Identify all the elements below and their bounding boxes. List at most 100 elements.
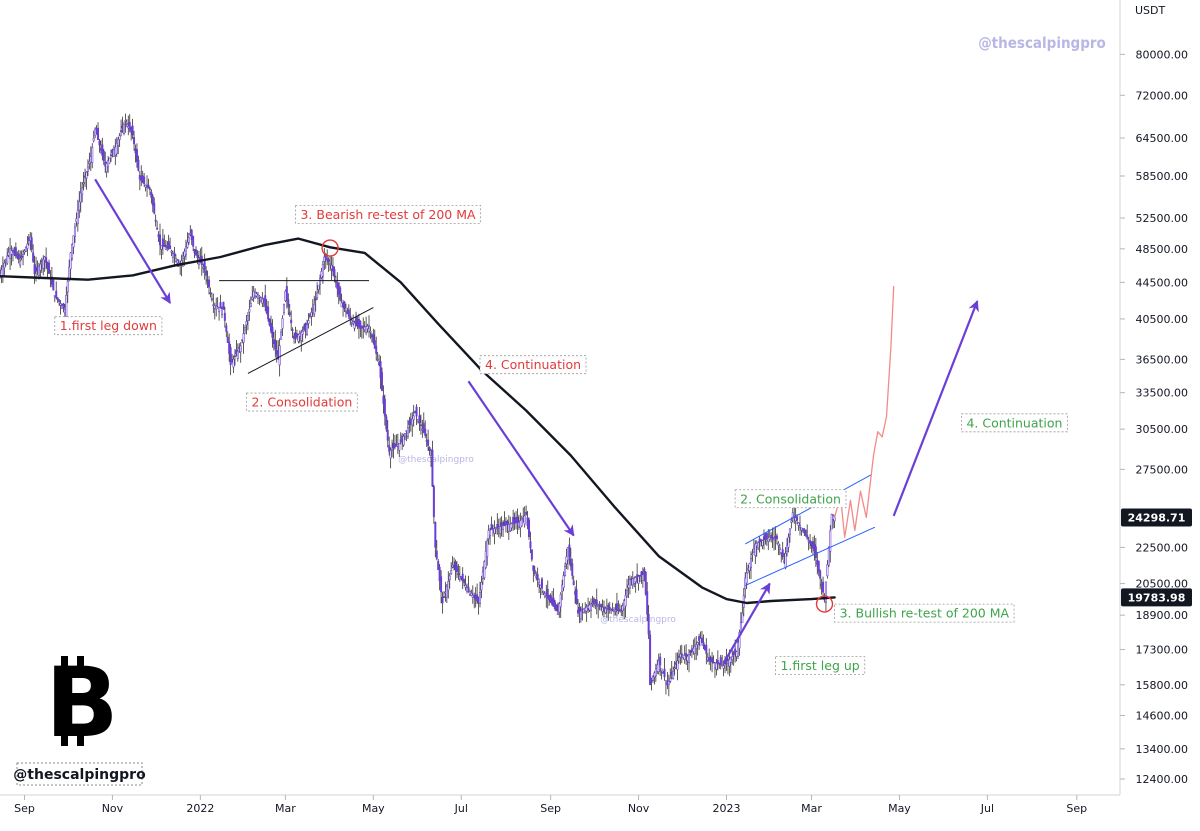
candle [770,532,773,543]
candle [543,591,546,599]
candle-body [192,235,195,247]
candle [290,310,293,331]
candle-body [122,123,125,135]
candle [575,580,578,605]
candle [210,292,213,302]
candle [76,199,79,232]
candle-body [786,544,789,553]
candle-body [321,263,324,277]
candle-body [39,263,42,271]
candle-body [329,263,332,266]
candle [233,349,236,366]
candle [6,248,9,265]
candle [20,250,23,261]
series-line-200-ma [0,237,836,605]
candle-body [496,524,499,528]
candle [203,253,206,280]
candle-body [73,226,76,237]
candle [306,319,309,336]
x-tick-label: Mar [801,802,822,815]
candle-body [628,579,631,589]
candle [502,520,505,538]
candle [98,139,101,153]
candle [310,307,313,326]
candle [559,592,562,618]
candle-body [301,330,304,335]
candle [352,314,355,326]
candle [455,561,458,579]
candle-body [773,537,776,541]
candle [483,560,486,580]
candle [669,668,672,684]
candle [92,130,95,143]
candle [339,285,342,302]
candle [530,549,533,562]
candle [30,232,33,253]
candle [777,541,780,555]
candle-body [427,439,430,446]
candle-body [388,444,391,452]
candle-body [318,278,321,285]
candle [819,569,822,590]
candle [222,301,225,310]
y-tick-label: 14600.00 [1136,710,1189,723]
candle [268,318,271,327]
y-tick-label: 20500.00 [1136,578,1189,591]
candle [467,575,470,593]
markers-layer [321,239,834,613]
candle [125,119,128,128]
candle-body [751,553,754,555]
candle [239,342,242,363]
candle-body [264,295,267,307]
candle-body [418,415,421,423]
candle [659,653,662,676]
candle-body [819,570,822,579]
candle [19,250,22,268]
price-tag-box [1121,508,1192,527]
candle [52,278,55,291]
candle [705,638,708,665]
candle-body [245,321,248,326]
candle [151,193,154,213]
candle-body [428,447,431,451]
candle-body [124,120,127,122]
annotation-label: 1.first leg down [54,316,163,336]
candle-body [608,607,611,610]
candle-body [775,535,778,540]
candle-body [768,536,771,540]
candle [804,529,807,537]
candle [546,580,549,609]
candle-body [602,606,605,609]
candle-body [419,424,422,427]
candle-body [536,574,539,580]
candle-body [6,255,9,264]
candle-body [404,433,407,437]
candle-body [261,298,264,304]
candle-body [448,575,451,580]
candle [441,591,444,614]
candle [321,260,324,284]
candle-body [365,326,368,333]
candle [415,404,418,426]
candle-body [540,578,543,589]
candle [695,635,698,661]
candle [362,317,365,339]
candle-body [744,577,747,590]
candle-body [454,561,457,570]
candle [81,182,84,203]
y-tick-label: 48500.00 [1136,243,1189,256]
candle-body [307,320,310,324]
candle [373,329,376,350]
candle-body [415,406,418,417]
candle-body [441,597,444,604]
candle-body [385,416,388,430]
annotation-text: 1.first leg down [60,318,157,333]
candle-body [722,665,725,669]
candle [14,242,17,259]
candle [66,277,69,304]
candle [59,300,62,315]
price-tag-label: 19783.98 [1128,591,1186,604]
candle-body [17,253,20,260]
candle-body [317,285,320,290]
